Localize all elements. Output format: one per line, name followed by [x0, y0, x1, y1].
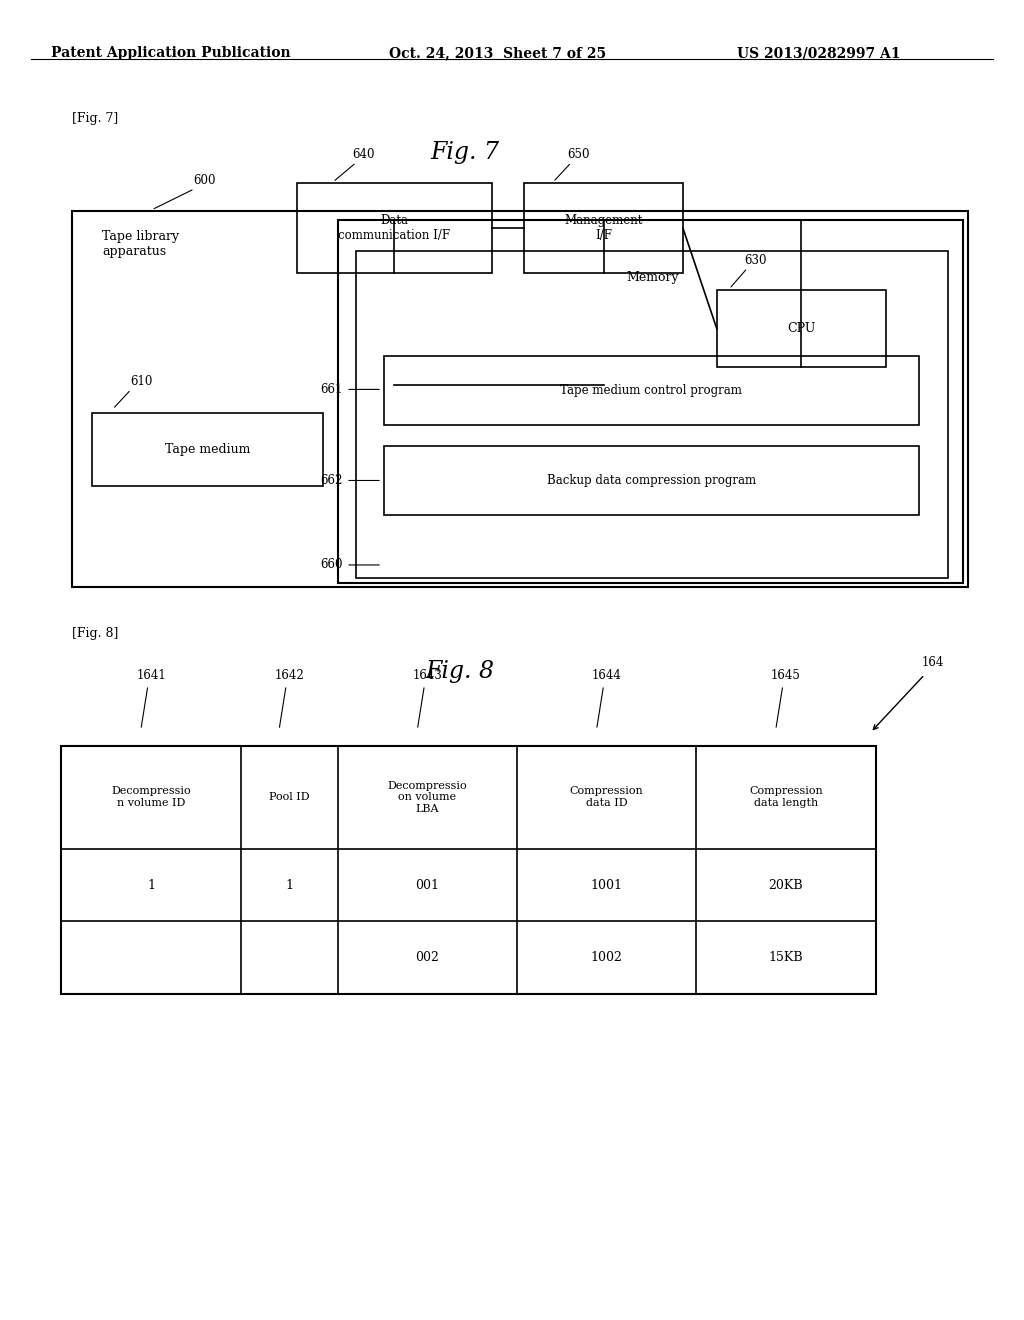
Text: 650: 650 [567, 148, 590, 161]
Text: 1: 1 [286, 879, 293, 891]
Text: 640: 640 [352, 148, 375, 161]
Text: 630: 630 [744, 253, 767, 267]
Text: Oct. 24, 2013  Sheet 7 of 25: Oct. 24, 2013 Sheet 7 of 25 [389, 46, 606, 61]
Text: 1643: 1643 [413, 669, 442, 682]
Text: 002: 002 [416, 952, 439, 964]
Text: [Fig. 7]: [Fig. 7] [72, 112, 118, 125]
Text: Backup data compression program: Backup data compression program [547, 474, 756, 487]
Text: Compression
data length: Compression data length [749, 787, 823, 808]
Text: CPU: CPU [787, 322, 815, 335]
Text: Decompressio
on volume
LBA: Decompressio on volume LBA [388, 780, 467, 814]
Text: 600: 600 [194, 174, 216, 187]
Text: Pool ID: Pool ID [269, 792, 309, 803]
Text: 1645: 1645 [771, 669, 801, 682]
Text: Tape medium control program: Tape medium control program [560, 384, 742, 397]
Text: 661: 661 [321, 383, 343, 396]
Text: 1001: 1001 [591, 879, 623, 891]
Text: Memory: Memory [626, 271, 679, 284]
Text: Data
communication I/F: Data communication I/F [338, 214, 451, 243]
Text: 164: 164 [922, 656, 944, 669]
Text: 1644: 1644 [592, 669, 622, 682]
Text: 1002: 1002 [591, 952, 623, 964]
Text: US 2013/0282997 A1: US 2013/0282997 A1 [737, 46, 901, 61]
Text: Tape library
apparatus: Tape library apparatus [102, 230, 179, 257]
Text: Tape medium: Tape medium [165, 444, 250, 455]
Text: 1642: 1642 [274, 669, 304, 682]
Text: 1: 1 [147, 879, 155, 891]
Text: [Fig. 8]: [Fig. 8] [72, 627, 118, 640]
Text: Patent Application Publication: Patent Application Publication [51, 46, 291, 61]
Text: 1641: 1641 [136, 669, 166, 682]
Text: 662: 662 [321, 474, 343, 487]
Text: Fig. 8: Fig. 8 [425, 660, 494, 682]
Text: Compression
data ID: Compression data ID [569, 787, 644, 808]
Text: Decompressio
n volume ID: Decompressio n volume ID [112, 787, 190, 808]
Text: Fig. 7: Fig. 7 [430, 141, 499, 164]
Text: 660: 660 [321, 558, 343, 572]
Text: Management
I/F: Management I/F [564, 214, 643, 243]
Text: 15KB: 15KB [769, 952, 803, 964]
Text: 610: 610 [130, 375, 153, 388]
Text: 20KB: 20KB [769, 879, 803, 891]
Text: 001: 001 [416, 879, 439, 891]
